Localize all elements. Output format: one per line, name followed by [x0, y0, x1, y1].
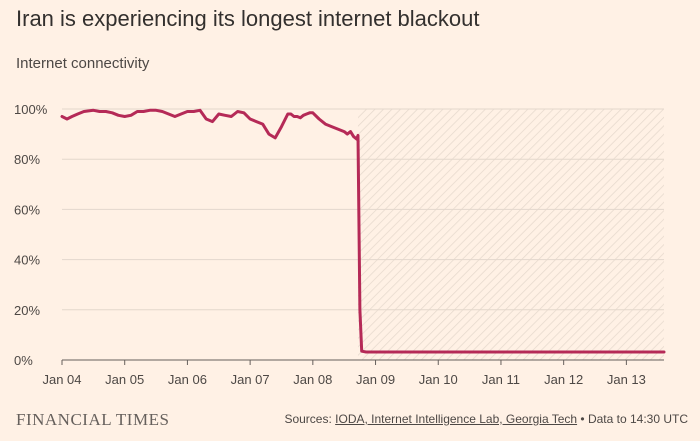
y-tick-label: 60%: [14, 202, 40, 217]
x-tick-label: Jan 12: [544, 372, 583, 387]
source-prefix: Sources:: [284, 412, 336, 426]
x-tick-label: Jan 13: [607, 372, 646, 387]
connectivity-series-line: [60, 108, 666, 354]
x-tick-label: Jan 09: [356, 372, 395, 387]
ft-logo: FINANCIAL TIMES: [16, 410, 170, 429]
x-tick-label: Jan 08: [293, 372, 332, 387]
chart-title: Iran is experiencing its longest interne…: [16, 6, 480, 31]
x-tick-label: Jan 05: [105, 372, 144, 387]
source-suffix: • Data to 14:30 UTC: [577, 412, 688, 426]
source-link[interactable]: IODA, Internet Intelligence Lab, Georgia…: [335, 412, 578, 426]
y-tick-label: 40%: [14, 253, 40, 268]
x-tick-label: Jan 06: [168, 372, 207, 387]
chart-subtitle: Internet connectivity: [16, 55, 150, 72]
blackout-shaded-region: [357, 109, 664, 360]
y-tick-label: 20%: [14, 303, 40, 318]
y-tick-label: 100%: [14, 102, 48, 117]
source-note: Sources: IODA, Internet Intelligence Lab…: [284, 412, 688, 426]
x-tick-label: Jan 04: [42, 372, 81, 387]
y-tick-label: 80%: [14, 152, 40, 167]
y-tick-label: 0%: [14, 353, 33, 368]
x-tick-label: Jan 07: [231, 372, 270, 387]
x-tick-label: Jan 10: [419, 372, 458, 387]
x-tick-label: Jan 11: [482, 372, 520, 387]
